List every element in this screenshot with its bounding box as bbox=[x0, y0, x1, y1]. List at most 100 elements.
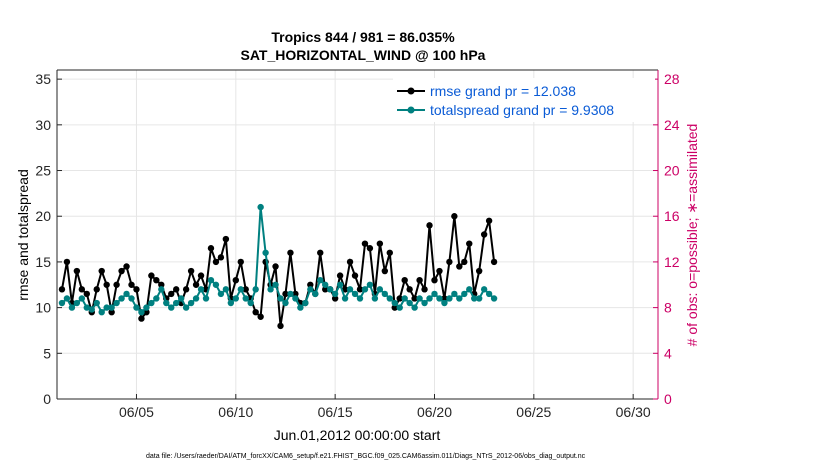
spread-point bbox=[262, 249, 269, 256]
spread-point bbox=[168, 304, 175, 311]
spread-point bbox=[118, 295, 125, 302]
spread-point bbox=[297, 304, 304, 311]
y2-axis-label: # of obs: o=possible; ∗=assimilated bbox=[684, 124, 700, 347]
spread-point bbox=[133, 304, 140, 311]
rmse-point bbox=[217, 254, 225, 261]
spread-point bbox=[143, 304, 150, 311]
y2-tick-label: 24 bbox=[664, 117, 680, 133]
rmse-point bbox=[451, 213, 458, 220]
spread-point bbox=[441, 299, 448, 307]
rmse-point bbox=[336, 272, 344, 279]
rmse-point bbox=[108, 308, 115, 316]
spread-point bbox=[287, 290, 294, 298]
y2-tick-label: 28 bbox=[664, 71, 680, 87]
spread-point bbox=[277, 295, 284, 302]
rmse-point bbox=[73, 267, 81, 275]
rmse-point bbox=[138, 315, 145, 322]
spread-point bbox=[376, 286, 384, 293]
x-tick-label: 06/30 bbox=[616, 404, 651, 420]
y-tick-label: 30 bbox=[35, 117, 51, 133]
spread-point bbox=[282, 299, 289, 307]
spread-point bbox=[356, 295, 364, 302]
spread-point bbox=[83, 304, 91, 311]
rmse-point bbox=[466, 240, 473, 247]
rmse-point bbox=[426, 222, 433, 229]
spread-point bbox=[177, 295, 185, 302]
legend-rmse-label: rmse grand pr = 12.038 bbox=[430, 83, 576, 99]
spread-point bbox=[322, 281, 329, 288]
y2-tick-label: 8 bbox=[664, 300, 672, 316]
spread-point bbox=[237, 286, 244, 293]
y-tick-label: 15 bbox=[35, 254, 51, 270]
y2-tick-label: 4 bbox=[664, 345, 672, 361]
rmse-series-line bbox=[61, 216, 496, 327]
rmse-point bbox=[123, 263, 130, 270]
spread-point bbox=[421, 299, 428, 307]
spread-point bbox=[331, 290, 339, 298]
rmse-point bbox=[222, 235, 230, 243]
spread-point bbox=[490, 295, 498, 302]
rmse-point bbox=[396, 295, 403, 302]
rmse-point bbox=[391, 304, 398, 311]
spread-point bbox=[461, 290, 468, 298]
legend-spread-marker bbox=[407, 106, 415, 114]
spread-point bbox=[158, 286, 165, 293]
spread-point bbox=[173, 299, 180, 307]
rmse-point bbox=[361, 240, 369, 247]
spread-series-line bbox=[61, 206, 495, 314]
rmse-point bbox=[446, 258, 453, 266]
chart-subtitle: SAT_HORIZONTAL_WIND @ 100 hPa bbox=[241, 47, 486, 63]
spread-point bbox=[361, 286, 369, 293]
spread-point bbox=[113, 299, 120, 307]
data-file-footnote: data file: /Users/raeder/DAI/ATM_forcXX/… bbox=[146, 453, 586, 460]
rmse-point bbox=[346, 258, 354, 266]
spread-point bbox=[341, 295, 349, 302]
rmse-point bbox=[63, 258, 71, 266]
rmse-point bbox=[331, 295, 339, 302]
rmse-point bbox=[153, 276, 160, 284]
spread-point bbox=[431, 290, 438, 298]
legend: rmse grand pr = 12.038 totalspread grand… bbox=[393, 78, 655, 122]
spread-point bbox=[475, 295, 483, 302]
rmse-point bbox=[187, 267, 195, 275]
spread-point bbox=[312, 290, 319, 298]
rmse-point bbox=[133, 286, 140, 293]
spread-point bbox=[73, 299, 81, 307]
spread-point bbox=[58, 299, 66, 307]
spread-point bbox=[98, 308, 105, 316]
rmse-point bbox=[277, 322, 284, 330]
x-tick-label: 06/25 bbox=[516, 404, 551, 420]
spread-point bbox=[63, 295, 71, 302]
rmse-point bbox=[386, 249, 393, 256]
rmse-point bbox=[272, 263, 279, 270]
spread-point bbox=[307, 286, 314, 293]
x-tick-label: 06/15 bbox=[318, 404, 353, 420]
spread-point bbox=[302, 299, 309, 307]
rmse-point bbox=[113, 281, 120, 288]
y2-tick-label: 12 bbox=[664, 254, 680, 270]
rmse-point bbox=[441, 295, 448, 302]
rmse-point bbox=[317, 249, 324, 256]
rmse-point bbox=[232, 276, 240, 284]
rmse-point bbox=[192, 281, 200, 288]
spread-point bbox=[466, 286, 473, 293]
spread-point bbox=[436, 295, 443, 302]
rmse-point bbox=[461, 258, 468, 266]
rmse-point bbox=[93, 286, 100, 293]
spread-point bbox=[257, 203, 264, 211]
spread-point bbox=[406, 299, 413, 307]
rmse-point bbox=[376, 240, 384, 247]
spread-point bbox=[108, 304, 115, 311]
legend-rmse-marker bbox=[407, 87, 415, 95]
chart-title: Tropics 844 / 981 = 86.035% bbox=[271, 29, 455, 45]
spread-point bbox=[480, 286, 488, 293]
y2-tick-label: 16 bbox=[664, 208, 680, 224]
spread-point bbox=[292, 295, 299, 302]
spread-point bbox=[247, 299, 254, 307]
y2-tick-label: 20 bbox=[664, 163, 680, 179]
y-tick-label: 25 bbox=[35, 163, 51, 179]
spread-point bbox=[396, 304, 403, 311]
x-tick-label: 06/20 bbox=[417, 404, 452, 420]
rmse-point bbox=[411, 295, 418, 302]
spread-point bbox=[187, 299, 195, 307]
